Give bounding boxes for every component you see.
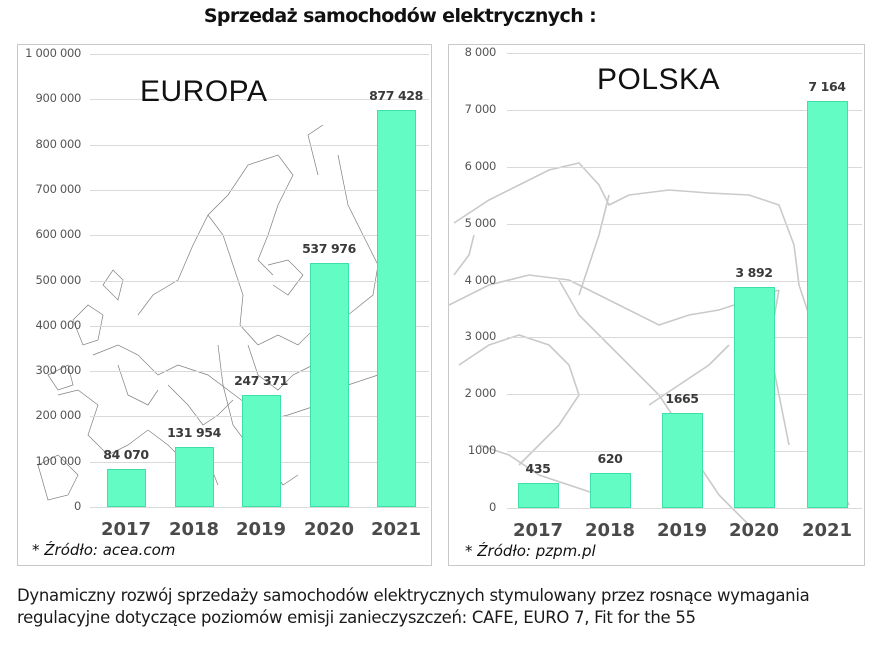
poland-sales-chart: 0 1000 2 000 3 000 4 000 5 000 6 000 7 000 8 000…: [448, 44, 865, 566]
bar-value-label: 620: [597, 450, 623, 466]
page-title: Sprzedaż samochodów elektrycznych :: [203, 5, 597, 27]
bar-value-label: 3 892: [735, 264, 773, 280]
y-tick-label: 3 000: [464, 329, 497, 344]
y-tick-label: 600 000: [35, 227, 82, 242]
gridline: [507, 394, 862, 396]
y-tick-label: 300 000: [35, 363, 82, 378]
x-category-label: 2018: [168, 519, 220, 540]
y-tick-label: 0: [73, 499, 81, 513]
bar-value-label: 537 976: [302, 241, 356, 257]
region-title: EUROPA: [140, 75, 268, 108]
bar-value-label: 877 428: [369, 87, 423, 103]
x-category-label: 2019: [235, 519, 287, 540]
gridline: [90, 507, 429, 508]
bar-value-label: 7 164: [808, 78, 846, 94]
bar-value-label: 1665: [665, 391, 699, 407]
y-tick-label: 1000: [467, 443, 496, 458]
bar-2021: [806, 100, 848, 508]
y-tick-label: 800 000: [35, 136, 82, 151]
europe-sales-chart: 0 100 000 200 000 300 000 400 000 500 000 600 …: [17, 44, 432, 566]
gridline: [507, 280, 862, 282]
x-category-label: 2021: [801, 520, 853, 541]
gridline: [507, 166, 862, 168]
y-tick-label: 6 000: [464, 158, 497, 173]
bar-value-label: 84 070: [103, 446, 149, 462]
x-category-label: 2020: [303, 519, 355, 540]
y-tick-label: 8 000: [464, 45, 497, 59]
region-title: POLSKA: [597, 63, 721, 96]
y-tick-label: 7 000: [464, 101, 497, 116]
y-tick-label: 2 000: [464, 386, 497, 401]
poland-map-background: [449, 162, 850, 526]
gridline: [90, 280, 429, 282]
y-tick-label: 0: [488, 500, 496, 514]
y-tick-label: 200 000: [35, 408, 82, 423]
x-category-label: 2018: [584, 520, 636, 541]
source-note: * Źródło: pzpm.pl: [465, 542, 596, 560]
y-tick-label: 700 000: [35, 181, 82, 196]
bar-2018: [174, 447, 214, 507]
bar-2017: [106, 468, 146, 507]
bar-2018: [589, 472, 631, 508]
bar-2017: [517, 483, 559, 508]
x-category-label: 2017: [100, 519, 152, 540]
y-tick-label: 900 000: [35, 91, 82, 106]
gridline: [90, 189, 429, 191]
gridline: [90, 54, 429, 55]
gridline: [90, 235, 429, 237]
bar-value-label: 131 954: [167, 425, 221, 441]
y-tick-label: 100 000: [35, 453, 82, 468]
gridline: [507, 223, 862, 225]
bar-value-label: 247 371: [234, 372, 288, 388]
gridline: [507, 508, 862, 509]
gridline: [90, 325, 429, 327]
europe-map-background: [37, 124, 379, 501]
y-tick-label: 1 000 000: [25, 46, 81, 60]
gridline: [90, 99, 429, 101]
chart-caption: Dynamiczny rozwój sprzedaży samochodów e…: [17, 586, 810, 627]
source-note: * Źródło: acea.com: [32, 541, 176, 559]
bar-2019: [241, 394, 281, 507]
x-category-label: 2020: [728, 520, 780, 541]
bar-2020: [309, 263, 349, 507]
gridline: [90, 371, 429, 373]
bar-2020: [733, 286, 775, 508]
y-tick-label: 500 000: [35, 272, 82, 287]
bar-2019: [661, 413, 703, 508]
x-category-label: 2019: [656, 520, 708, 541]
y-tick-label: 4 000: [464, 272, 497, 287]
gridline: [507, 53, 862, 54]
gridline: [90, 144, 429, 146]
x-category-label: 2021: [370, 519, 422, 540]
gridline: [507, 109, 862, 111]
bar-2021: [376, 109, 416, 507]
gridline: [507, 337, 862, 339]
y-tick-label: 400 000: [35, 317, 82, 332]
bar-value-label: 435: [525, 461, 551, 477]
y-tick-label: 5 000: [464, 215, 497, 230]
x-category-label: 2017: [512, 520, 564, 541]
